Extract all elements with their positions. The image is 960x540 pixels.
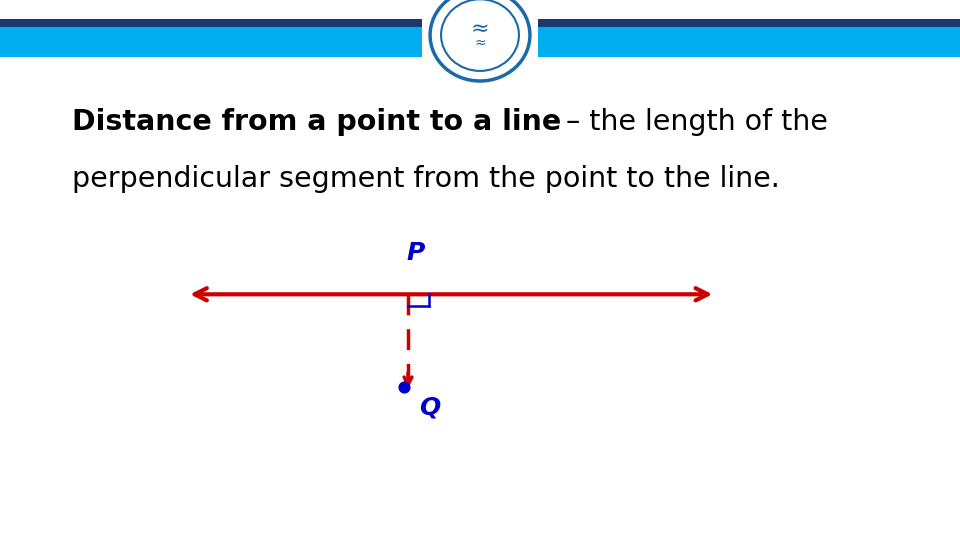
Text: ≈: ≈	[474, 36, 486, 50]
Bar	[0, 19, 960, 27]
Text: Q: Q	[420, 395, 441, 419]
Text: Distance from a point to a line: Distance from a point to a line	[72, 108, 562, 136]
Bar	[0, 27, 960, 57]
Text: ≈: ≈	[470, 18, 490, 39]
Ellipse shape	[441, 0, 519, 71]
Text: P: P	[406, 241, 424, 265]
Bar	[422, 16, 538, 59]
Text: – the length of the: – the length of the	[557, 108, 828, 136]
Point	[396, 383, 412, 391]
Text: perpendicular segment from the point to the line.: perpendicular segment from the point to …	[72, 165, 780, 193]
Ellipse shape	[430, 0, 530, 81]
